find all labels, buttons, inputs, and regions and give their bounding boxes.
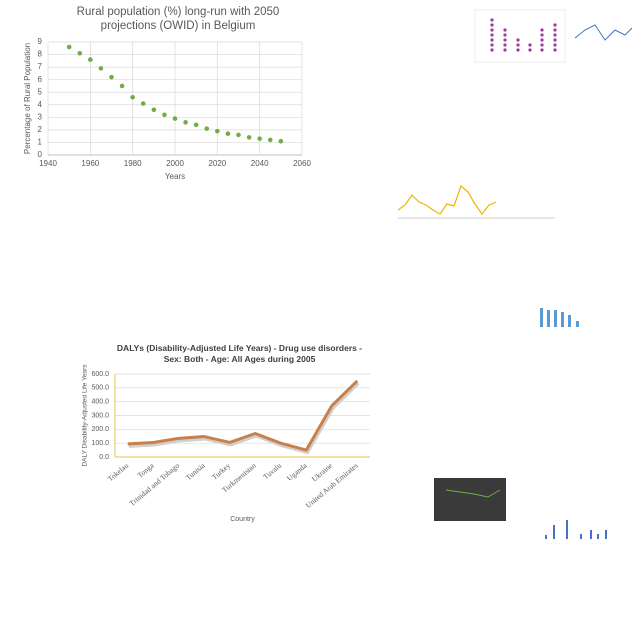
y-tick-label: 0 (38, 150, 43, 159)
thumbnail (474, 9, 566, 63)
y-tick-label: 600.0 (91, 371, 109, 378)
point (151, 107, 157, 113)
point (66, 44, 72, 50)
point (246, 135, 252, 140)
y-tick-label: 8 (38, 50, 43, 59)
y-axis-label: Percentage of Rural Population (23, 43, 32, 154)
x-axis-label: Years (165, 172, 185, 181)
chart-title: DALYs (Disability-Adjusted Life Years) -… (116, 343, 363, 364)
point (204, 126, 210, 131)
point (257, 136, 262, 141)
y-tick-label: 100.0 (91, 440, 109, 447)
point (183, 120, 188, 125)
point (109, 74, 114, 80)
point (193, 122, 199, 128)
y-tick-label: 500.0 (91, 385, 109, 392)
point (215, 128, 220, 134)
line (127, 379, 359, 452)
x-tick-label: 2060 (293, 159, 311, 168)
x-tick-label: Tunisia (184, 461, 207, 483)
point (236, 132, 241, 138)
thumbnails (397, 9, 633, 539)
x-tick-label: 1960 (81, 159, 99, 168)
y-tick-label: 7 (38, 62, 43, 71)
point (119, 83, 125, 89)
point (225, 131, 231, 136)
point (88, 57, 93, 62)
x-tick-label: Turkey (210, 461, 232, 482)
point (172, 116, 178, 121)
x-tick-label: 2000 (166, 159, 184, 168)
x-tick-label: Tokelau (106, 461, 130, 484)
y-tick-label: 5 (38, 87, 43, 96)
x-axis-label: Country (230, 516, 255, 523)
y-tick-label: 3 (38, 112, 43, 121)
y-axis-label: DALY Disability-Adjusted Life Years (82, 364, 89, 467)
x-tick-label: 2040 (251, 159, 269, 168)
thumbnail (434, 478, 506, 521)
y-tick-label: 200.0 (91, 426, 109, 433)
point (278, 138, 284, 144)
point (77, 51, 83, 56)
x-tick-label: 2020 (208, 159, 226, 168)
y-tick-label: 6 (38, 75, 43, 84)
thumbnail-dots (490, 18, 557, 52)
x-tick-label: 1940 (39, 159, 57, 168)
thumbnail-line (574, 24, 633, 41)
thumbnail-line (445, 489, 501, 498)
y-tick-label: 1 (38, 138, 43, 147)
line-shadow (128, 381, 360, 455)
point (98, 66, 104, 71)
y-tick-label: 4 (38, 100, 43, 109)
x-tick-label: 1980 (124, 159, 142, 168)
y-tick-label: 2 (38, 125, 43, 134)
thumbnail-line (397, 184, 497, 216)
x-tick-label: Tuvalu (261, 461, 283, 482)
y-tick-label: 0.0 (99, 454, 109, 461)
y-tick-label: 400.0 (91, 399, 109, 406)
y-tick-label: 9 (38, 37, 43, 46)
thumbnail-bars (545, 520, 607, 539)
point (267, 137, 273, 143)
point (130, 94, 135, 100)
point (140, 101, 146, 106)
thumbnail-bars (540, 308, 579, 327)
y-tick-label: 300.0 (91, 412, 109, 419)
x-tick-label: Tonga (136, 461, 157, 480)
chart-title: Rural population (%) long-run with 2050 … (76, 6, 280, 32)
point (162, 112, 167, 118)
x-tick-label: Uganda (285, 461, 309, 483)
